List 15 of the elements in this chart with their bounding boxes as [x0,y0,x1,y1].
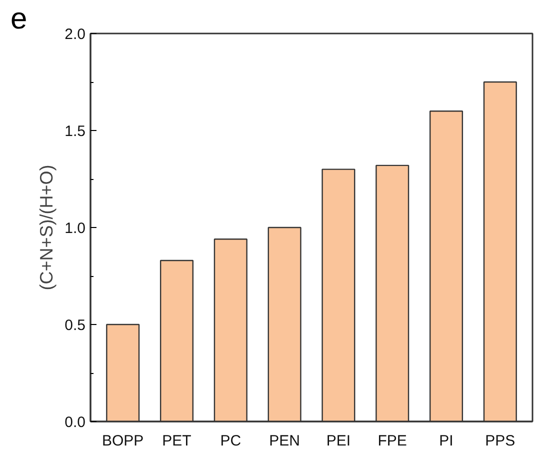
x-tick-label: PC [220,432,242,450]
x-tick-label: PI [439,432,454,450]
y-tick-label: 0.0 [64,414,86,431]
x-tick-label: PEI [326,432,351,450]
y-tick-label: 2.0 [64,26,86,43]
x-tick-label: PPS [485,432,516,450]
text: e [10,2,28,36]
x-tick-label: PEN [269,432,300,450]
x-tick-label: FPE [378,432,407,450]
y-tick-label: 1.0 [64,220,86,237]
x-tick-label: BOPP [102,432,144,450]
x-tick-label: PET [162,432,192,450]
y-axis-title: (C+N+S)/(H+O) [36,164,57,290]
y-tick-label: 0.5 [64,317,86,334]
y-tick-label: 1.5 [64,123,86,140]
